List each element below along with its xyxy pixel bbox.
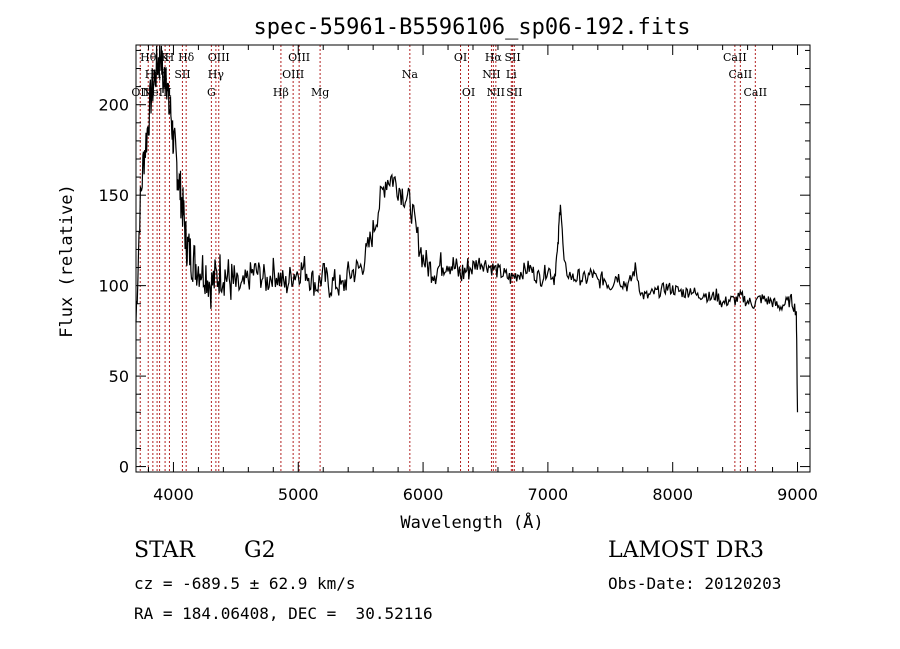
spectral-line-label: G — [207, 86, 216, 99]
object-class: STAR — [134, 538, 195, 563]
spectral-line-label: Hθ — [140, 51, 157, 64]
spectral-line-label: CaII — [743, 86, 767, 99]
spectral-line-label: OIII — [282, 68, 304, 81]
spectral-line-label: OIII — [208, 51, 230, 64]
axis-ticks: 4000 5000 6000 7000 8000 9000 0 50 100 150 200 — [98, 45, 818, 504]
observation-date: Obs-Date: 20120203 — [608, 574, 782, 593]
chart-title: spec-55961-B5596106_sp06-192.fits — [253, 15, 690, 40]
spectral-line-label: CaII — [729, 68, 753, 81]
x-axis-label: Wavelength (Å) — [400, 511, 543, 533]
object-subclass: G2 — [244, 538, 276, 563]
y-axis-label: Flux (relative) — [57, 184, 77, 338]
coordinates-text: RA = 184.06408, DEC = 30.52116 — [134, 604, 433, 623]
spectral-line-label: CaII — [723, 51, 747, 64]
spectral-line-label: SII — [504, 51, 520, 64]
spectral-line-label: Na — [402, 68, 419, 81]
x-tick-label: 8000 — [652, 485, 693, 504]
spectral-line-labels: OIIHθHηNeIIIHζKHSIIHδGHγOIIIHβOIIIOIIIMg… — [131, 51, 767, 99]
spectral-line-label: Hα — [485, 51, 503, 64]
plot-frame — [135, 44, 811, 473]
redshift-text: cz = -689.5 ± 62.9 km/s — [134, 574, 356, 593]
x-tick-label: 7000 — [528, 485, 569, 504]
spectral-line-label: OI — [454, 51, 467, 64]
spectral-line-label: Hγ — [208, 68, 225, 81]
y-tick-label: 50 — [109, 367, 129, 386]
spectral-line-label: K — [161, 51, 170, 64]
spectral-line-label: OIII — [288, 51, 310, 64]
spectral-line-label: Li — [506, 68, 517, 81]
spectral-line-label: NII — [482, 68, 500, 81]
spectrum-series-line — [135, 45, 799, 413]
x-tick-label: 9000 — [777, 485, 818, 504]
spectral-line-label: Hβ — [273, 86, 289, 99]
x-tick-label: 5000 — [278, 485, 319, 504]
spectral-line-label: OI — [462, 86, 475, 99]
spectral-line-markers — [139, 45, 756, 472]
y-tick-label: 100 — [98, 277, 129, 296]
spectral-line-label: Hδ — [178, 51, 195, 64]
spectral-line-label: H — [165, 51, 175, 64]
y-tick-label: 0 — [119, 458, 129, 477]
spectral-line-label: Mg — [311, 86, 329, 99]
y-tick-label: 150 — [98, 186, 129, 205]
spectral-line-label: SII — [506, 86, 522, 99]
y-tick-label: 200 — [98, 96, 129, 115]
x-tick-label: 4000 — [153, 485, 194, 504]
x-tick-label: 6000 — [403, 485, 444, 504]
survey-name: LAMOST DR3 — [608, 538, 764, 563]
spectral-line-label: NII — [487, 86, 505, 99]
spectral-line-label: SII — [174, 68, 190, 81]
